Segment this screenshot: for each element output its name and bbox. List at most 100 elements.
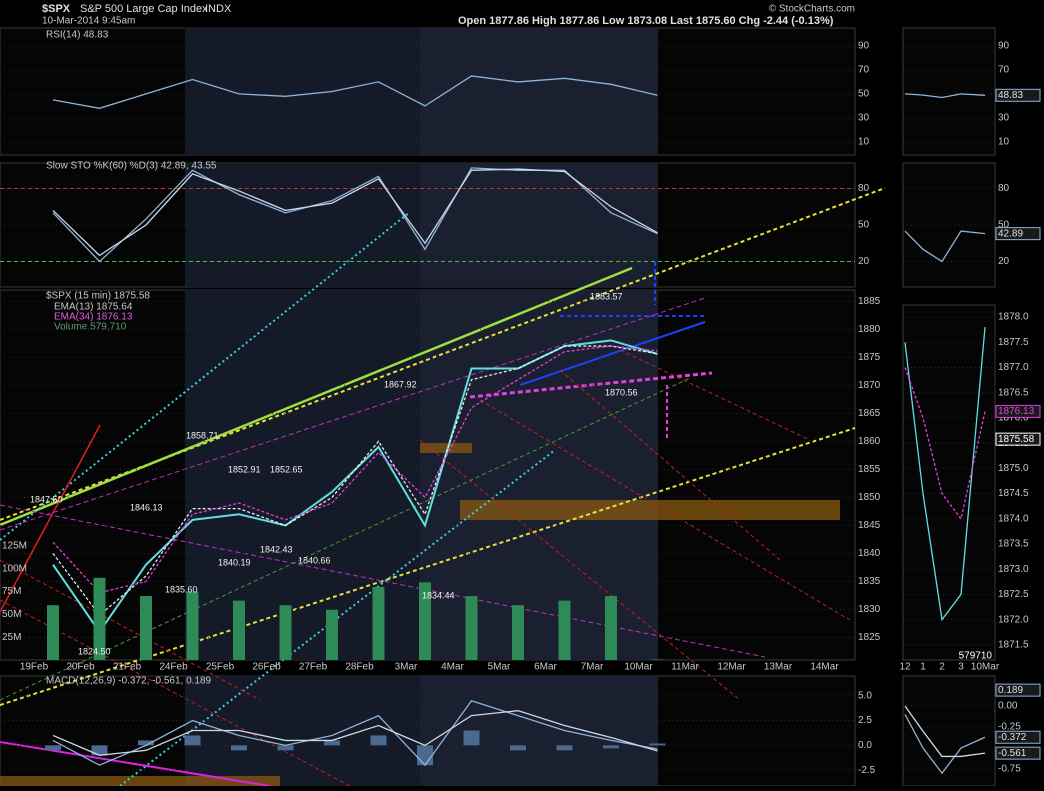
week-shade bbox=[420, 163, 658, 287]
y-tick-label: 2.5 bbox=[858, 715, 872, 726]
trend-line bbox=[0, 266, 633, 527]
y-tick-label: 1880 bbox=[858, 324, 881, 335]
price-annotation: 1824.50 bbox=[78, 646, 111, 656]
volume-bar bbox=[47, 605, 59, 660]
x-tick-label: 14Mar bbox=[810, 662, 839, 673]
volume-bar bbox=[465, 596, 478, 660]
series-line bbox=[52, 345, 658, 617]
price-annotation: 1883.57 bbox=[590, 291, 623, 301]
trend-line bbox=[0, 559, 261, 701]
series-line bbox=[904, 714, 986, 775]
zone bbox=[420, 443, 472, 453]
volume-bar bbox=[558, 600, 571, 660]
price-label: 42.89 bbox=[998, 228, 1023, 239]
y-tick-label: 1840 bbox=[858, 548, 881, 559]
y-tick-label: 20 bbox=[858, 256, 870, 267]
histogram-bar bbox=[277, 745, 294, 751]
price-label: -0.561 bbox=[998, 748, 1027, 759]
trend-line bbox=[619, 349, 811, 441]
y-tick-label: 1876.5 bbox=[998, 387, 1029, 398]
y-tick-label: -0.25 bbox=[998, 722, 1021, 733]
y-tick-label: 50 bbox=[858, 220, 870, 231]
y-tick-label: 50 bbox=[858, 89, 870, 100]
y-tick-label: 50 bbox=[998, 220, 1010, 231]
y-tick-label: 1874.5 bbox=[998, 488, 1029, 499]
y-tick-label: 1845 bbox=[858, 520, 881, 531]
decorations bbox=[0, 27, 996, 787]
y-tick-label: 1872.5 bbox=[998, 589, 1029, 600]
week-shade bbox=[420, 28, 658, 155]
y-tick-label: 0.0 bbox=[858, 740, 872, 751]
y-tick-label: 70 bbox=[858, 65, 870, 76]
x-tick-label: 12Mar bbox=[717, 662, 746, 673]
price-annotation: 1870.56 bbox=[605, 387, 638, 397]
y-tick-label: 90 bbox=[998, 41, 1010, 52]
x-tick-label: 5Mar bbox=[488, 662, 511, 673]
zone bbox=[0, 776, 280, 786]
x-tick-label: 2 bbox=[939, 662, 945, 673]
volume-bar bbox=[140, 596, 152, 660]
y-tick-label: 10 bbox=[858, 136, 870, 147]
price-label-box bbox=[995, 404, 1041, 418]
volume-bar bbox=[605, 596, 617, 660]
y-tick-label: 10 bbox=[998, 136, 1010, 147]
y-tick-label: 1835 bbox=[858, 576, 881, 587]
series-line bbox=[904, 230, 986, 263]
volume-bar bbox=[233, 600, 245, 660]
legend-volume: Volume 579,710 bbox=[54, 322, 127, 333]
y-tick-label: 1878.0 bbox=[998, 312, 1029, 323]
trend-line bbox=[479, 399, 851, 621]
x-tick-label: 3Mar bbox=[395, 662, 418, 673]
y-tick-label: 1855 bbox=[858, 464, 881, 475]
price-label-box bbox=[995, 227, 1041, 241]
trend-line bbox=[0, 377, 691, 701]
x-tick-label: 25Feb bbox=[206, 662, 235, 673]
index-name: S&P 500 Large Cap Index bbox=[80, 3, 208, 15]
symbol: $SPX bbox=[42, 3, 71, 15]
histogram-bar bbox=[463, 730, 480, 746]
trend-line bbox=[419, 439, 741, 701]
y-tick-label: 70 bbox=[998, 65, 1010, 76]
y-tick-label: -2.5 bbox=[858, 765, 876, 776]
y-tick-label: 1877.5 bbox=[998, 337, 1029, 348]
x-tick-label: 10Mar bbox=[624, 662, 653, 673]
price-label: 1876.13 bbox=[998, 406, 1035, 417]
y-tick-label: -0.75 bbox=[998, 764, 1021, 775]
panel bbox=[902, 27, 996, 156]
price-annotation: 1847.50 bbox=[30, 494, 63, 504]
price-annotation: 1846.13 bbox=[130, 502, 163, 512]
series-line bbox=[904, 93, 986, 99]
week-shade bbox=[185, 28, 420, 155]
y-tick-label: 1830 bbox=[858, 604, 881, 615]
histogram-bar bbox=[510, 745, 526, 751]
series-line bbox=[52, 75, 658, 109]
y-tick-label: 30 bbox=[858, 112, 870, 123]
y-tick-label: 75M bbox=[2, 586, 21, 597]
x-tick-label: 13Mar bbox=[764, 662, 793, 673]
y-tick-label: 1873.0 bbox=[998, 564, 1029, 575]
series-line bbox=[52, 168, 658, 257]
series-line bbox=[52, 700, 658, 767]
x-tick-label: 6Mar bbox=[534, 662, 557, 673]
series-line bbox=[904, 367, 986, 521]
price-label: 1875.58 bbox=[998, 434, 1035, 445]
date: 10-Mar-2014 9:45am bbox=[42, 16, 135, 27]
price-annotation: 1852.65 bbox=[270, 464, 303, 474]
x-tick-label: 21Feb bbox=[113, 662, 142, 673]
y-tick-label: 1825 bbox=[858, 632, 881, 643]
y-tick-label: 1874.0 bbox=[998, 513, 1029, 524]
price-label-box bbox=[995, 683, 1041, 697]
volume-bar bbox=[512, 605, 524, 660]
series-line bbox=[52, 710, 658, 756]
trend-line bbox=[0, 297, 706, 531]
histogram-bar bbox=[231, 745, 247, 751]
y-tick-label: 80 bbox=[858, 183, 870, 194]
histogram-bar bbox=[184, 735, 201, 746]
trend-line bbox=[469, 371, 713, 399]
x-tick-label: 27Feb bbox=[299, 662, 328, 673]
week-shade bbox=[420, 676, 658, 786]
y-tick-label: 30 bbox=[998, 112, 1010, 123]
x-tick-label: 12 bbox=[899, 662, 911, 673]
x-tick-label: 3 bbox=[958, 662, 964, 673]
